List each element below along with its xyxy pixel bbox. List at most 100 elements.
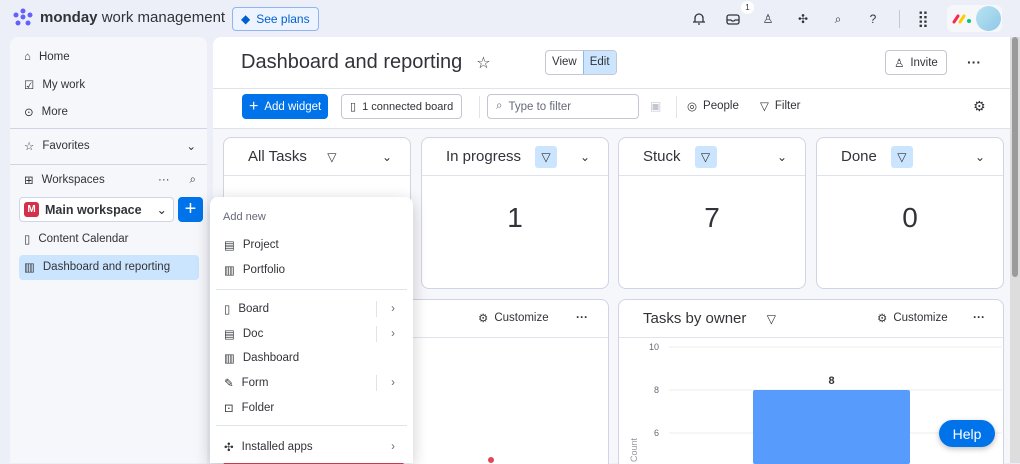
calendar-check-icon: ☑: [24, 80, 35, 92]
customize-button[interactable]: ⚙ Customize: [478, 311, 549, 325]
menu-item-installed-apps[interactable]: ✣ Installed apps ›: [224, 437, 399, 457]
more-options-icon[interactable]: ···: [967, 54, 981, 70]
search-icon[interactable]: ⌕: [189, 173, 196, 186]
sidebar-item-dashboard-active[interactable]: [19, 255, 199, 280]
board-icon: ▯: [224, 304, 231, 316]
collapse-chevron-icon[interactable]: ⌄: [974, 149, 985, 164]
more-options-icon[interactable]: ···: [576, 310, 588, 324]
logo[interactable]: monday work management: [12, 8, 225, 26]
filter-button[interactable]: ▽ Filter: [760, 99, 800, 113]
workspace-avatar: M: [24, 202, 39, 217]
people-filter-button[interactable]: ◎ People: [687, 99, 739, 113]
filter-icon[interactable]: ▽: [890, 145, 913, 168]
workspace-selector[interactable]: M Main workspace ⌄: [19, 197, 174, 222]
home-icon: ⌂: [24, 51, 31, 63]
scrollbar-thumb[interactable]: [1012, 37, 1018, 277]
dashboard-icon: ▥: [224, 353, 235, 365]
filter-icon[interactable]: ▽: [766, 311, 776, 326]
chevron-down-icon: ⌄: [186, 141, 196, 153]
divider: [213, 88, 1010, 89]
more-label: More: [41, 106, 68, 118]
menu-item-doc[interactable]: ▤ Doc ›: [224, 324, 399, 344]
filter-icon[interactable]: ▽: [535, 145, 558, 168]
menu-item-board[interactable]: ▯ Board ›: [224, 299, 399, 319]
board-icon: ▯: [24, 234, 31, 246]
invite-button[interactable]: ♙ Invite: [885, 50, 947, 75]
filter-input[interactable]: ⌕ Type to filter: [487, 94, 639, 119]
more-options-icon[interactable]: ···: [158, 174, 170, 186]
brand-subtitle: work management: [101, 8, 226, 26]
y-tick-label: 6: [654, 428, 659, 438]
widget-stuck: Stuck ▽ ⌄ 7: [618, 137, 806, 289]
edit-button[interactable]: Edit: [582, 51, 616, 74]
menu-item-form[interactable]: ✎ Form ›: [224, 373, 399, 393]
folder-icon: ⊡: [224, 403, 234, 415]
add-new-button[interactable]: +: [178, 197, 203, 222]
filter-icon: ▽: [760, 101, 769, 113]
page-title: Dashboard and reporting: [241, 51, 463, 73]
sidebar-item-content-calendar[interactable]: ▯ Content Calendar: [24, 232, 129, 246]
data-label: 8: [828, 375, 834, 387]
legend-dot: [488, 457, 494, 463]
sidebar-item-favorites[interactable]: ☆ Favorites ⌄: [24, 139, 196, 153]
sidebar-item-more[interactable]: ⊙ More: [24, 105, 68, 119]
help-button[interactable]: Help: [939, 420, 995, 447]
widget-done: Done ▽ ⌄ 0: [816, 137, 1004, 289]
menu-item-portfolio[interactable]: ▥ Portfolio: [224, 260, 399, 280]
search-icon: ⌕: [496, 100, 503, 112]
collapse-chevron-icon[interactable]: ⌄: [579, 149, 590, 164]
monday-logo-icon: [13, 8, 33, 26]
chevron-right-icon: ›: [391, 377, 395, 389]
settings-gear-icon[interactable]: ⚙: [973, 98, 986, 114]
inbox-icon[interactable]: [724, 10, 742, 28]
invite-label: Invite: [910, 56, 938, 69]
avatar[interactable]: [976, 6, 1001, 31]
divider: [10, 164, 207, 165]
filter-icon[interactable]: ▽: [327, 149, 337, 164]
filter-icon[interactable]: ▽: [694, 145, 717, 168]
see-plans-button[interactable]: ◆ See plans: [232, 7, 319, 31]
scrollbar[interactable]: [1010, 37, 1020, 463]
search-icon[interactable]: ⌕: [834, 11, 842, 26]
bar: [753, 390, 910, 464]
sidebar-item-dashboard-and-reporting[interactable]: ▥ Dashboard and reporting: [24, 260, 170, 274]
widget-value: 7: [704, 202, 720, 233]
menu-label: Project: [242, 239, 279, 251]
app-grid-icon[interactable]: ⣿: [917, 11, 929, 28]
see-plans-label: See plans: [256, 12, 310, 26]
add-widget-button[interactable]: + Add widget: [242, 94, 329, 119]
workspace-name: Main workspace: [45, 202, 142, 217]
customize-label: Customize: [494, 312, 549, 324]
bell-icon[interactable]: [690, 10, 708, 28]
menu-header: Add new: [223, 211, 266, 223]
connected-boards-button[interactable]: ▯ 1 connected board: [341, 94, 463, 119]
bar-chart: 10 8 6 Count 8: [629, 342, 1002, 464]
account-area[interactable]: [947, 5, 1002, 32]
widget-value: 0: [902, 202, 918, 233]
filter-placeholder: Type to filter: [508, 100, 572, 113]
help-icon[interactable]: ?: [869, 12, 877, 26]
view-button[interactable]: View: [552, 56, 577, 68]
invite-member-icon[interactable]: ♙: [762, 12, 774, 26]
chevron-right-icon: ›: [391, 441, 395, 453]
menu-item-project[interactable]: ▤ Project: [224, 235, 399, 255]
customize-button[interactable]: ⚙ Customize: [877, 311, 948, 325]
chevron-right-icon: ›: [391, 328, 395, 340]
collapse-chevron-icon[interactable]: ⌄: [381, 149, 392, 164]
collapse-chevron-icon[interactable]: ⌄: [776, 149, 787, 164]
save-icon[interactable]: ▣: [650, 99, 662, 113]
menu-item-folder[interactable]: ⊡ Folder: [224, 398, 399, 418]
apps-puzzle-icon[interactable]: ✣: [797, 12, 809, 26]
sidebar-item-home[interactable]: ⌂ Home: [24, 51, 70, 63]
top-bar: monday work management ◆ See plans 1 ♙ ✣ …: [0, 0, 1020, 37]
gear-icon: ⚙: [478, 313, 489, 325]
puzzle-icon: ✣: [224, 442, 234, 454]
star-icon[interactable]: ☆: [476, 54, 491, 72]
menu-label: Board: [238, 303, 270, 315]
workspaces-header: ⊞ Workspaces ··· ⌕: [24, 173, 196, 188]
menu-label: Form: [241, 377, 269, 389]
sidebar-item-my-work[interactable]: ☑ My work: [24, 78, 85, 92]
my-work-label: My work: [42, 79, 86, 91]
menu-item-dashboard[interactable]: ▥ Dashboard: [224, 348, 399, 368]
more-options-icon[interactable]: ···: [973, 310, 985, 324]
